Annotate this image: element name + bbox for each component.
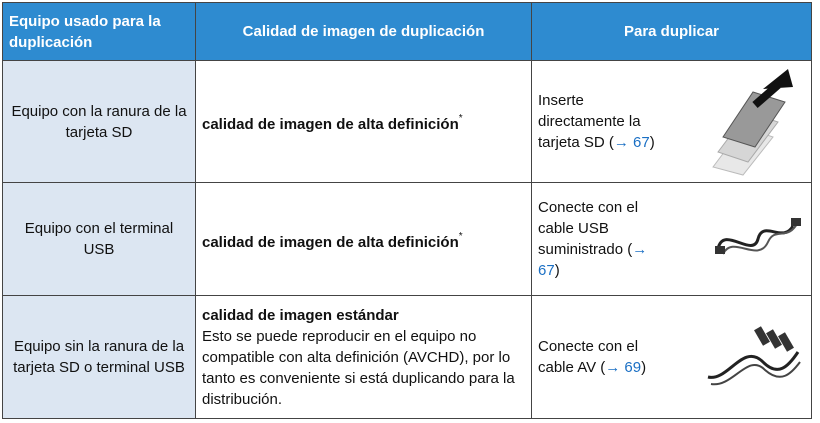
description: Esto se puede reproducir en el equipo no… xyxy=(202,327,515,408)
action-text: ) xyxy=(641,359,647,376)
equipment-cell: Equipo con la ranura de la tarjeta SD xyxy=(2,60,196,183)
page-ref[interactable]: → 67 xyxy=(538,241,648,279)
row: Equipo con la ranura de la tarjeta SD ca… xyxy=(2,60,812,183)
header-cell: Para duplicar xyxy=(531,2,812,61)
action-cell: Conecte con el cable AV (→ 69) xyxy=(531,295,812,419)
action-cell: Conecte con el cable USB suministrado (→… xyxy=(531,182,812,296)
page-ref[interactable]: → 67 xyxy=(613,134,650,151)
action-text: Conecte con el cable USB suministrado ( xyxy=(538,199,639,258)
header-cell: Calidad de imagen de duplicación xyxy=(195,2,532,61)
row: Equipo con el terminal USB calidad de im… xyxy=(2,182,812,296)
header-cell: Equipo usado para la duplicación xyxy=(2,2,196,61)
quality: calidad de imagen de alta definición xyxy=(202,233,459,251)
av-cable-icon xyxy=(707,326,801,386)
equipment-cell: Equipo con el terminal USB xyxy=(2,182,196,296)
sd-card-icon xyxy=(712,68,793,176)
equipment-cell: Equipo sin la ranura de la tarjeta SD o … xyxy=(2,295,196,419)
note-mark: * xyxy=(458,230,463,242)
action-cell: Inserte directamente la tarjeta SD (→ 67… xyxy=(531,60,812,183)
action-text: ) xyxy=(554,262,560,279)
action-text: Inserte directamente la tarjeta SD ( xyxy=(538,92,641,151)
quality-cell: calidad de imagen de alta definición* xyxy=(195,182,532,296)
row: Equipo sin la ranura de la tarjeta SD o … xyxy=(2,295,812,419)
quality: calidad de imagen de alta definición xyxy=(202,116,459,133)
quality-cell: calidad de imagen de alta definición* xyxy=(195,60,532,183)
note-mark: * xyxy=(458,113,463,124)
header-row: Equipo usado para la duplicación Calidad… xyxy=(2,2,812,61)
usb-cable-icon xyxy=(715,218,801,255)
page-ref[interactable]: → 69 xyxy=(605,359,642,376)
duplication-table: Equipo usado para la duplicación Calidad… xyxy=(2,2,812,419)
action-text: ) xyxy=(649,134,655,151)
quality: calidad de imagen estándar xyxy=(202,306,399,324)
action-text: Conecte con el cable AV ( xyxy=(538,338,639,376)
quality-cell: calidad de imagen estándar Esto se puede … xyxy=(195,295,532,419)
